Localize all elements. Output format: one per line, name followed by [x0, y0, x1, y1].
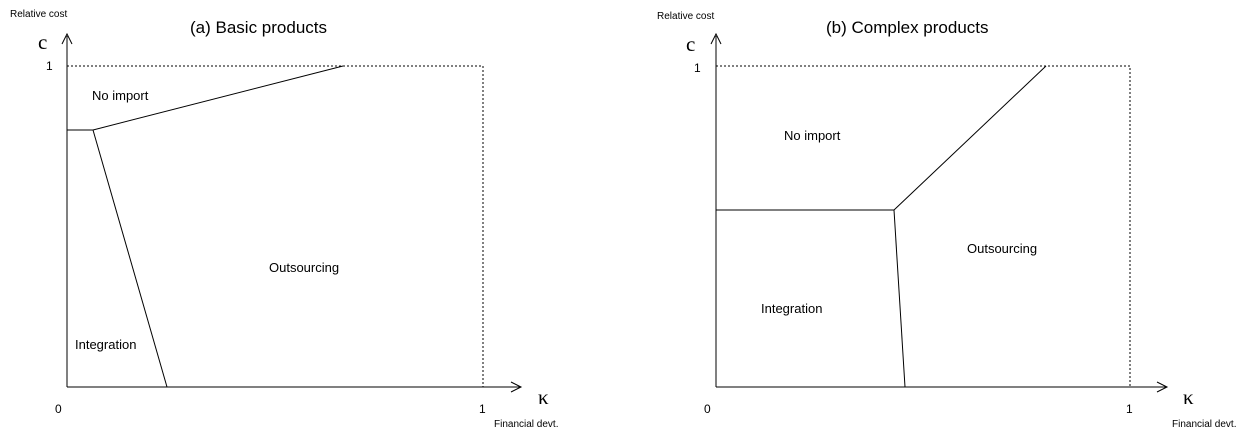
region-no-import: No import [92, 88, 149, 103]
y-axis-arrowhead [61, 32, 73, 45]
y-max-tick: 1 [694, 61, 701, 75]
x-axis-label: Financial devt. [1172, 419, 1236, 430]
panel-b: Relative cost c (b) Complex products 1 0… [657, 11, 1236, 430]
x-symbol: κ [538, 385, 549, 409]
panel-a: Relative cost c (a) Basic products 1 0 1… [10, 9, 558, 430]
unit-box-boundary [67, 65, 484, 387]
x-axis-arrowhead [510, 381, 523, 393]
region-no-import: No import [784, 128, 841, 143]
y-axis-label: Relative cost [10, 9, 67, 20]
x-axis-label: Financial devt. [494, 419, 558, 430]
unit-box-boundary [716, 65, 1131, 387]
origin-tick: 0 [704, 402, 711, 416]
integration-outsourcing-boundary [92, 129, 168, 388]
panel-title: (b) Complex products [826, 18, 989, 37]
region-integration: Integration [75, 337, 136, 352]
x-max-tick: 1 [1126, 402, 1133, 416]
region-integration: Integration [761, 301, 822, 316]
panel-title: (a) Basic products [190, 18, 327, 37]
y-axis-label: Relative cost [657, 11, 714, 22]
x-axis-arrowhead [1156, 381, 1169, 393]
origin-tick: 0 [55, 402, 62, 416]
x-max-tick: 1 [479, 402, 486, 416]
x-symbol: κ [1183, 385, 1194, 409]
integration-outsourcing-boundary [893, 209, 906, 388]
no-import-outsourcing-boundary [893, 65, 1047, 211]
y-max-tick: 1 [46, 59, 53, 73]
y-symbol: c [686, 32, 695, 56]
no-import-outsourcing-boundary [92, 65, 344, 131]
y-axis-arrowhead [710, 32, 722, 45]
region-outsourcing: Outsourcing [967, 241, 1037, 256]
region-outsourcing: Outsourcing [269, 260, 339, 275]
y-symbol: c [38, 30, 47, 54]
